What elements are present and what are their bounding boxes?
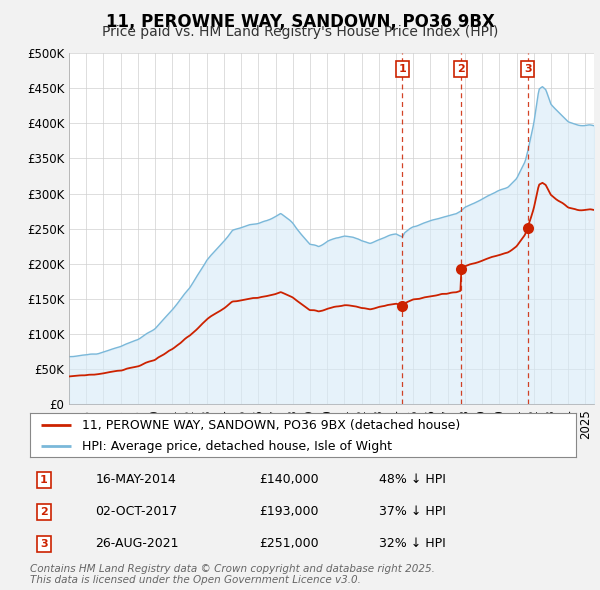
- Text: 2: 2: [40, 507, 47, 517]
- Text: 48% ↓ HPI: 48% ↓ HPI: [379, 473, 446, 486]
- Text: 32% ↓ HPI: 32% ↓ HPI: [379, 537, 446, 550]
- Text: 1: 1: [398, 64, 406, 74]
- Text: 37% ↓ HPI: 37% ↓ HPI: [379, 505, 446, 518]
- Text: 11, PEROWNE WAY, SANDOWN, PO36 9BX: 11, PEROWNE WAY, SANDOWN, PO36 9BX: [106, 13, 494, 31]
- Text: £193,000: £193,000: [259, 505, 319, 518]
- Text: 16-MAY-2014: 16-MAY-2014: [95, 473, 176, 486]
- Text: 2: 2: [457, 64, 464, 74]
- Text: 3: 3: [524, 64, 532, 74]
- Text: 26-AUG-2021: 26-AUG-2021: [95, 537, 179, 550]
- Text: £140,000: £140,000: [259, 473, 319, 486]
- Text: HPI: Average price, detached house, Isle of Wight: HPI: Average price, detached house, Isle…: [82, 440, 392, 453]
- Text: 3: 3: [40, 539, 47, 549]
- Text: 02-OCT-2017: 02-OCT-2017: [95, 505, 178, 518]
- Text: 1: 1: [40, 475, 47, 484]
- Text: Price paid vs. HM Land Registry's House Price Index (HPI): Price paid vs. HM Land Registry's House …: [102, 25, 498, 40]
- Text: 11, PEROWNE WAY, SANDOWN, PO36 9BX (detached house): 11, PEROWNE WAY, SANDOWN, PO36 9BX (deta…: [82, 419, 460, 432]
- Text: Contains HM Land Registry data © Crown copyright and database right 2025.
This d: Contains HM Land Registry data © Crown c…: [30, 563, 435, 585]
- Text: £251,000: £251,000: [259, 537, 319, 550]
